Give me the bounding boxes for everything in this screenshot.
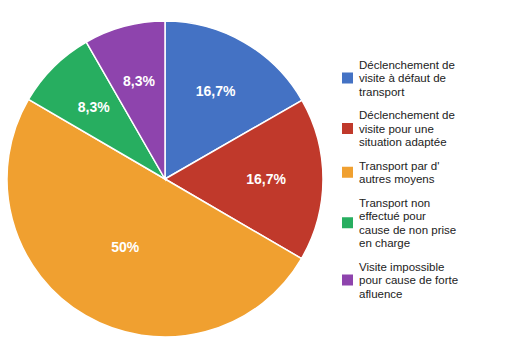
legend-label: Transport noneffectué pourcause de non p… <box>359 197 456 250</box>
data-label: 50% <box>111 239 140 255</box>
legend-swatch <box>342 217 353 228</box>
legend-swatch <box>342 123 353 134</box>
data-labels: 16,7% 16,7% 50% 8,3% 8,3% <box>78 73 287 255</box>
legend-label: Visite impossiblepour cause de forteaflu… <box>359 261 458 300</box>
legend-swatch <box>342 167 353 178</box>
legend-swatch <box>342 275 353 286</box>
legend-label: Transport par d'autres moyens <box>359 160 439 186</box>
legend: Déclenchement devisite à défaut detransp… <box>342 59 458 300</box>
pie <box>7 21 323 337</box>
data-label: 8,3% <box>123 73 155 89</box>
legend-label: Déclenchement devisite à défaut detransp… <box>359 59 455 98</box>
data-label: 8,3% <box>78 99 110 115</box>
legend-label: Déclenchement devisite pour unesituation… <box>359 109 455 148</box>
legend-swatch <box>342 73 353 84</box>
data-label: 16,7% <box>196 83 236 99</box>
chart: 16,7% 16,7% 50% 8,3% 8,3% Déclenchement devis… <box>0 0 516 358</box>
data-label: 16,7% <box>246 171 286 187</box>
